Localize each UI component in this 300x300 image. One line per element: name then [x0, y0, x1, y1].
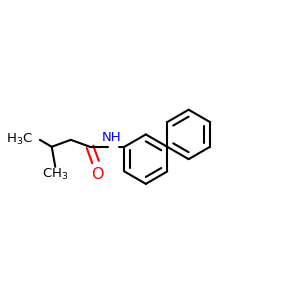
Text: O: O	[91, 167, 103, 182]
Text: H$_3$C: H$_3$C	[6, 132, 33, 147]
Text: NH: NH	[101, 131, 121, 144]
Text: CH$_3$: CH$_3$	[42, 167, 68, 182]
